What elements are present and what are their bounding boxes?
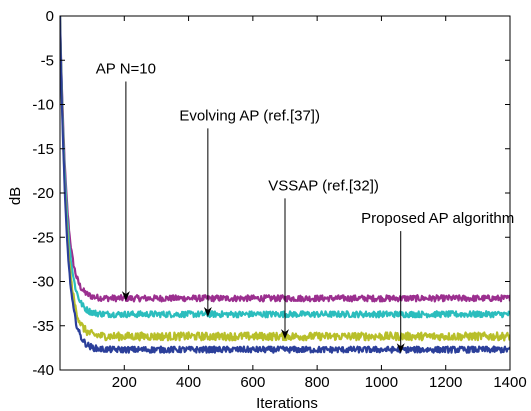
- annotation-label-1: AP N=10: [96, 61, 156, 78]
- x-axis-label: Iterations: [256, 395, 318, 411]
- annotation-arrowhead-3: [281, 329, 289, 340]
- y-tick-label: -10: [32, 97, 54, 114]
- series-line-4: [60, 16, 510, 354]
- y-axis-label: dB: [7, 187, 24, 205]
- annotation-label-2: Evolving AP (ref.[37]): [179, 107, 320, 124]
- annotation-label-3: VSSAP (ref.[32]): [268, 177, 379, 194]
- x-tick-label: 800: [305, 374, 330, 391]
- y-tick-label: -40: [32, 362, 54, 379]
- series-line-3: [60, 16, 510, 342]
- x-tick-label: 1200: [429, 374, 462, 391]
- x-tick-label: 400: [176, 374, 201, 391]
- y-tick-label: -35: [32, 318, 54, 335]
- y-tick-label: 0: [46, 8, 54, 25]
- annotation-layer: AP N=10 Evolving AP (ref.[37]) VSSAP (ref.…: [96, 61, 514, 354]
- y-tick-label: -25: [32, 229, 54, 246]
- axes: 200 400 600 800 1000 1200 1400 0 -5 -10 -15 -20 -25 -…: [32, 8, 526, 391]
- annotation-arrowhead-1: [121, 291, 130, 302]
- x-tick-label: 1400: [493, 374, 526, 391]
- x-tick-label: 600: [240, 374, 265, 391]
- y-tick-label: -5: [41, 52, 54, 69]
- x-tick-label: 1000: [365, 374, 398, 391]
- annotation-label-4: Proposed AP algorithm: [361, 210, 514, 227]
- annotation-arrowhead-4: [396, 343, 405, 354]
- x-tick-label: 200: [112, 374, 137, 391]
- y-tick-label: -15: [32, 141, 54, 158]
- y-tick-label: -20: [32, 185, 54, 202]
- annotation-arrowhead-2: [203, 307, 212, 318]
- y-tick-label: -30: [32, 274, 54, 291]
